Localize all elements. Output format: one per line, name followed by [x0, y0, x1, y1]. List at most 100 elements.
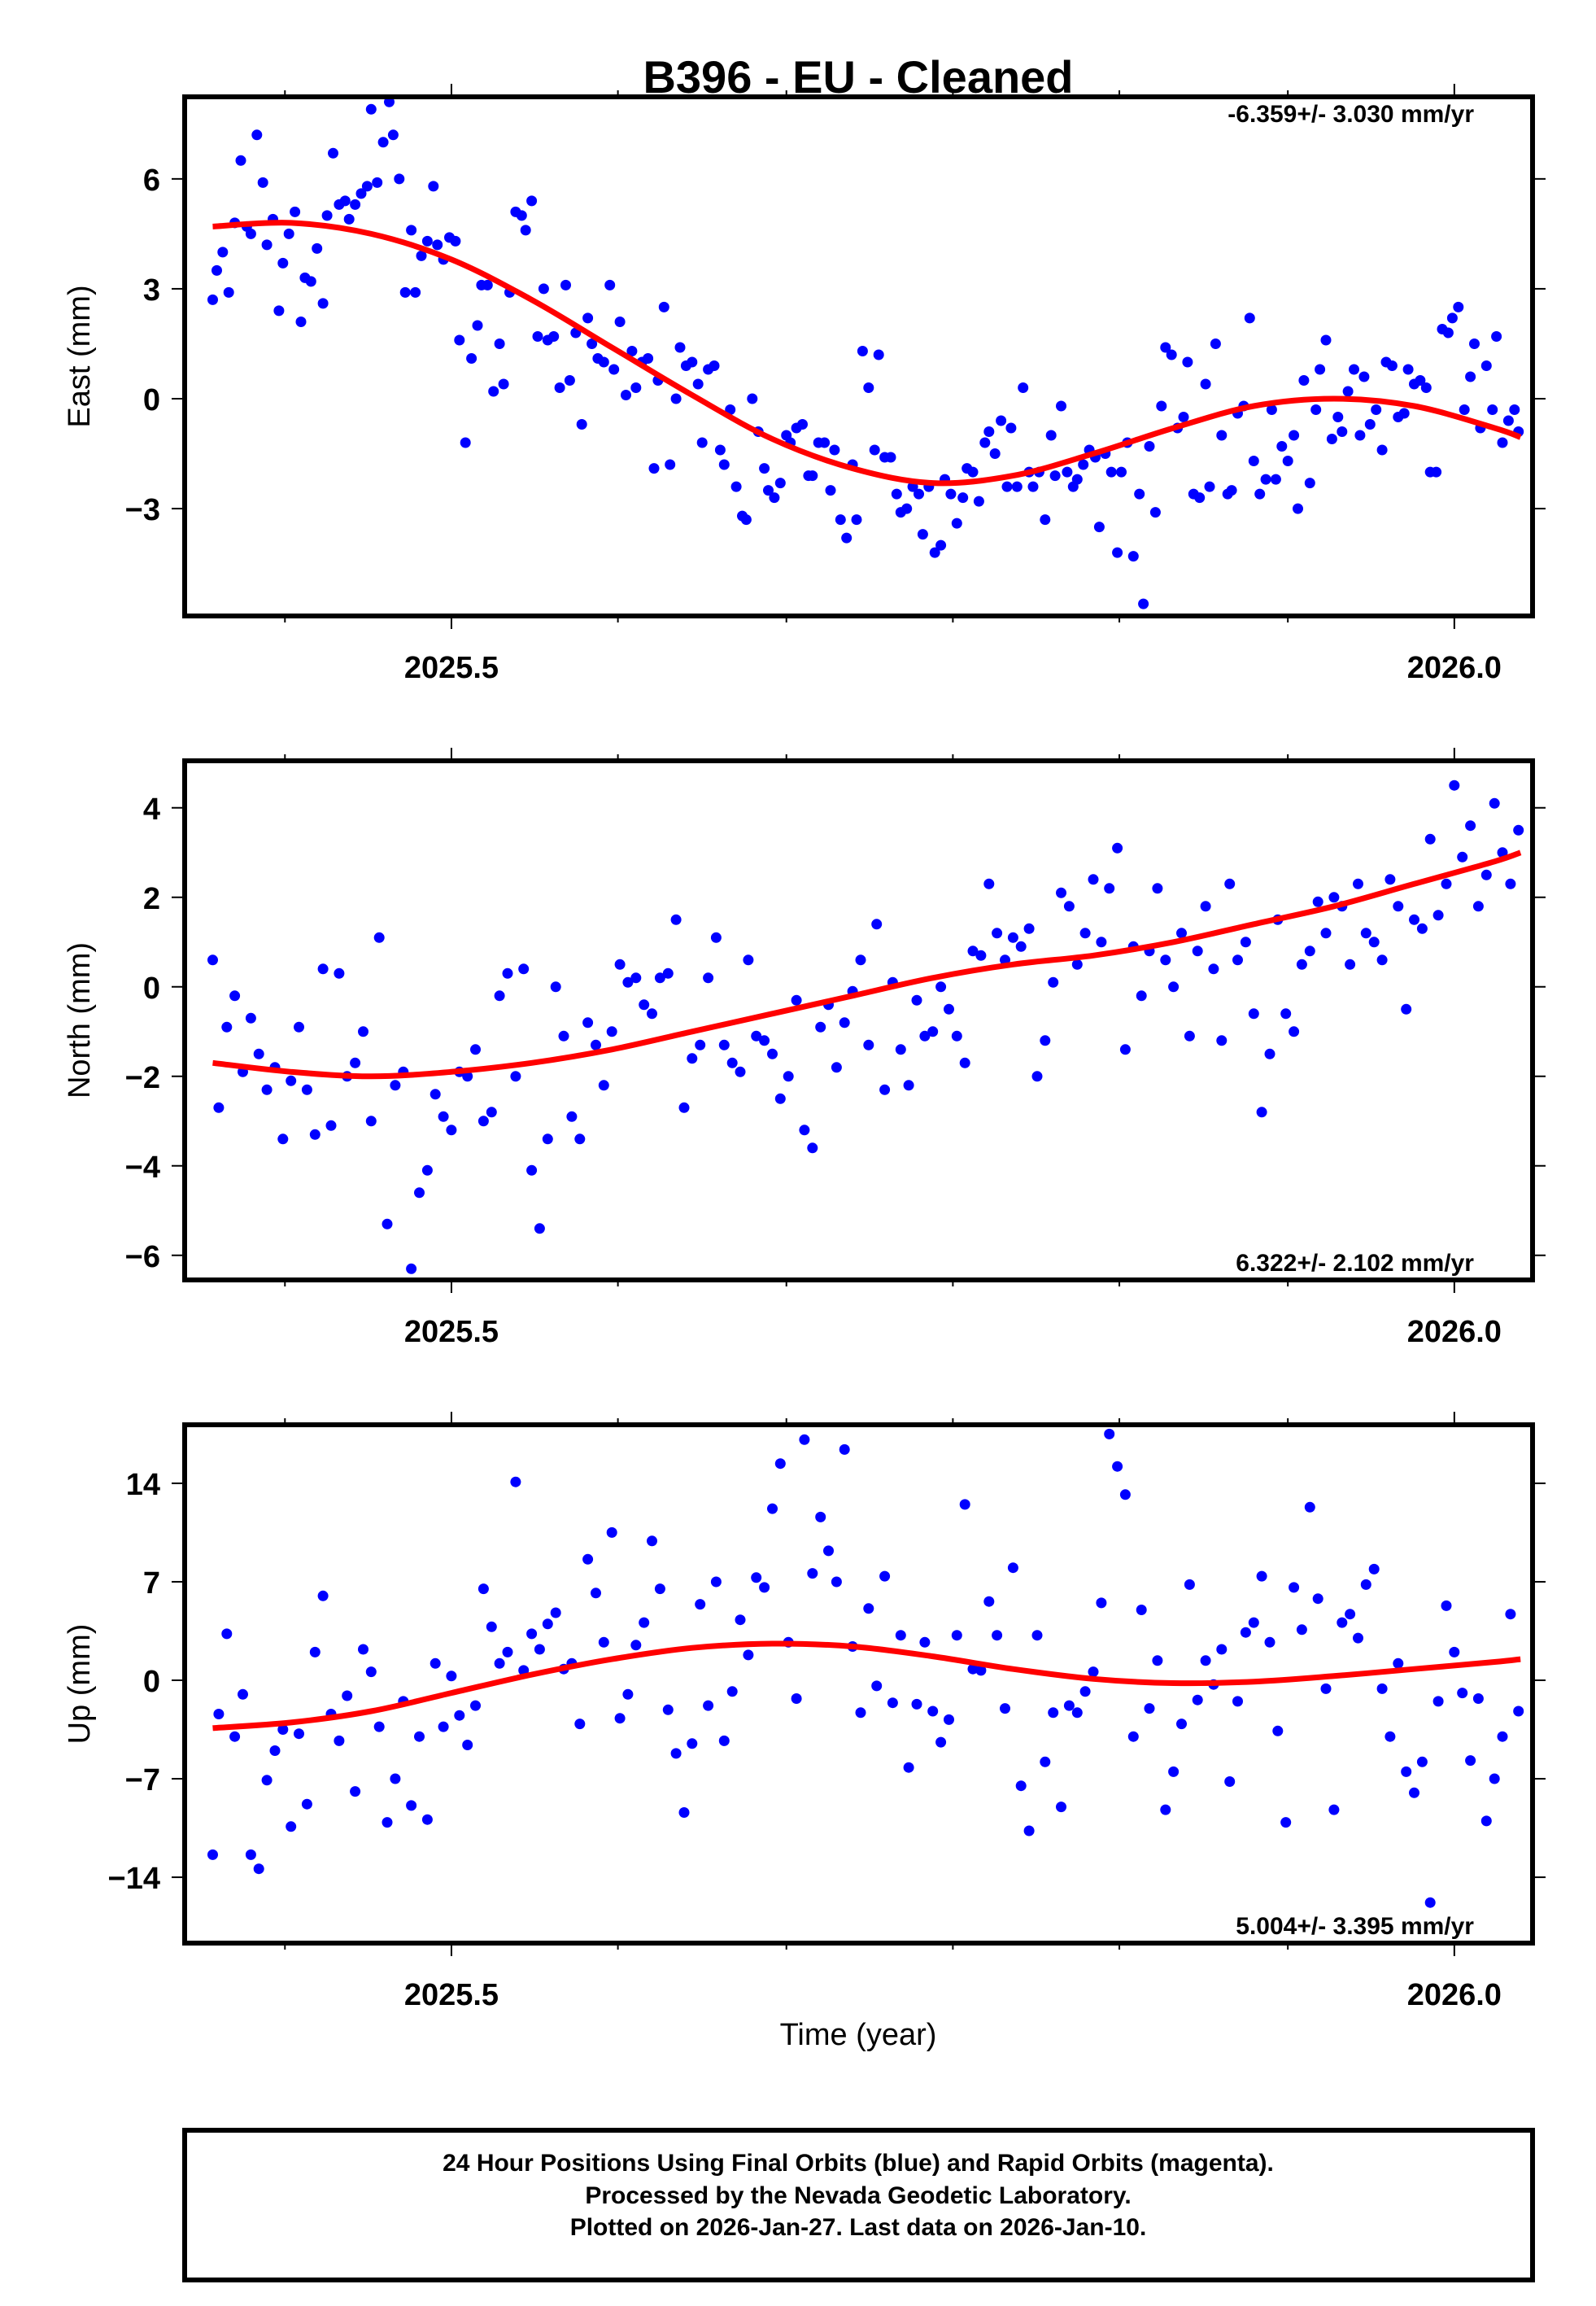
data-point: [438, 1111, 449, 1122]
data-point: [550, 981, 561, 993]
data-point: [1136, 990, 1147, 1002]
x-tick-label: 2025.5: [404, 651, 499, 685]
data-point: [1441, 1600, 1452, 1611]
data-point: [1048, 976, 1059, 988]
data-point: [365, 1116, 377, 1127]
data-point: [839, 1017, 850, 1029]
data-point: [774, 1458, 786, 1470]
data-point: [1480, 1815, 1492, 1827]
data-point: [903, 1080, 914, 1091]
data-point: [1216, 1644, 1228, 1655]
data-point: [454, 1710, 465, 1721]
data-point: [207, 954, 218, 966]
data-point: [1310, 404, 1322, 415]
data-point: [1376, 1683, 1388, 1694]
data-point: [735, 1066, 746, 1077]
data-point: [1168, 981, 1180, 993]
data-point: [835, 514, 846, 526]
data-point: [647, 1535, 657, 1547]
data-point: [1232, 954, 1243, 966]
data-point: [1505, 1609, 1516, 1620]
data-point: [1320, 928, 1332, 939]
data-point: [229, 1731, 241, 1742]
data-point: [1119, 1044, 1131, 1055]
data-point: [1326, 434, 1337, 444]
data-point: [873, 349, 884, 360]
data-point: [674, 342, 686, 353]
data-point: [825, 485, 836, 496]
data-point: [526, 1164, 538, 1176]
data-point: [983, 1596, 995, 1607]
data-point: [1104, 1428, 1115, 1439]
data-point: [587, 338, 598, 349]
data-point: [1296, 1624, 1307, 1636]
velocity-rate-label: -6.359+/- 3.030 mm/yr: [1228, 101, 1474, 128]
y-tick-label: −4: [125, 1151, 160, 1185]
data-point: [486, 1107, 497, 1118]
data-point: [709, 360, 720, 371]
data-point: [1441, 878, 1452, 889]
data-point: [1112, 1461, 1123, 1472]
data-point: [387, 129, 399, 141]
footer-line-1: 24 Hour Positions Using Final Orbits (bl…: [443, 2150, 1274, 2177]
data-point: [564, 375, 575, 386]
data-point: [1248, 456, 1259, 466]
data-point: [591, 1039, 601, 1050]
y-tick-label: −6: [125, 1240, 160, 1274]
data-point: [1007, 1562, 1018, 1574]
data-point: [696, 437, 708, 448]
data-point: [432, 239, 443, 251]
data-point: [384, 97, 395, 107]
data-point: [273, 305, 285, 317]
data-point: [1337, 426, 1348, 437]
data-point: [494, 338, 505, 349]
plot-frame: [182, 94, 1535, 618]
data-point: [1266, 404, 1277, 415]
data-point: [406, 1263, 417, 1274]
data-point: [410, 286, 421, 298]
data-point: [1224, 1776, 1236, 1787]
data-point: [1000, 1703, 1010, 1714]
data-point: [261, 1775, 273, 1786]
footer-line-3: Plotted on 2026-Jan-27. Last data on 202…: [570, 2214, 1147, 2241]
data-point: [895, 1630, 906, 1641]
data-point: [488, 386, 499, 397]
data-point: [919, 1636, 931, 1648]
data-point: [1176, 928, 1187, 939]
data-point: [1280, 1817, 1292, 1828]
data-point: [321, 210, 333, 221]
data-point: [494, 990, 505, 1002]
data-point: [213, 1102, 225, 1113]
data-point: [342, 1690, 353, 1701]
data-point: [350, 1057, 361, 1068]
data-point: [574, 1719, 586, 1730]
data-point: [670, 914, 682, 925]
data-point: [1446, 312, 1458, 324]
data-point: [1280, 1008, 1292, 1020]
data-point: [295, 317, 307, 327]
data-point: [339, 195, 351, 207]
data-point: [1415, 375, 1426, 386]
data-point: [927, 1026, 939, 1037]
data-point: [1149, 507, 1161, 518]
data-point: [1376, 444, 1388, 456]
east-panel: 2025.5 2026.0 6 3 0 −3 East (mm) -6.359+/- 3.03…: [63, 84, 1546, 685]
data-point: [1337, 1617, 1348, 1628]
data-point: [747, 393, 758, 404]
data-point: [472, 320, 483, 331]
data-point: [350, 199, 361, 210]
data-point: [1062, 466, 1073, 478]
data-point: [1264, 1636, 1275, 1648]
data-point: [1056, 887, 1066, 898]
data-point: [951, 518, 962, 529]
data-point: [774, 478, 786, 489]
data-point: [1136, 1605, 1147, 1615]
data-point: [502, 967, 513, 979]
data-point: [1056, 1802, 1066, 1813]
data-point: [815, 1021, 826, 1033]
data-point: [428, 181, 439, 192]
data-point: [855, 1707, 866, 1719]
data-point: [687, 1738, 698, 1749]
data-point: [1459, 404, 1470, 415]
data-point: [526, 195, 538, 207]
